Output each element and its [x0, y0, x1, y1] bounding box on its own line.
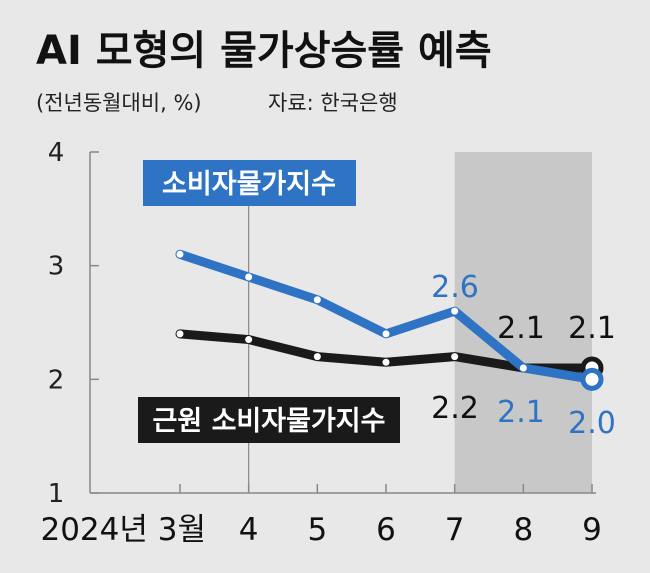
legend-label-core: 근원 소비자물가지수: [153, 406, 386, 437]
x-tick-label: 2024년 3월: [40, 512, 206, 548]
chart-subtitle: (전년동월대비, %): [36, 91, 202, 115]
data-label-cpi: 2.6: [431, 270, 479, 305]
data-point: [176, 250, 184, 258]
x-tick-label: 6: [376, 512, 396, 548]
legend-core: 근원 소비자물가지수: [138, 397, 400, 443]
x-tick-label: 5: [307, 512, 327, 548]
data-point: [382, 330, 390, 338]
data-point: [176, 330, 184, 338]
data-label-cpi: 2.0: [568, 406, 616, 441]
data-point: [382, 358, 390, 366]
data-label-cpi: 2.1: [497, 395, 545, 430]
data-label-core: 2.1: [568, 311, 616, 346]
data-point: [313, 353, 321, 361]
y-tick-label: 4: [48, 138, 65, 168]
x-tick-label: 8: [513, 512, 533, 548]
chart-title: AI 모형의 물가상승률 예측: [36, 28, 492, 74]
data-label-core: 2.2: [431, 391, 479, 426]
data-point: [245, 336, 253, 344]
data-point: [245, 273, 253, 281]
x-tick-label: 4: [239, 512, 259, 548]
x-tick-label: 7: [445, 512, 465, 548]
data-point: [451, 307, 459, 315]
forecast-shaded-region: [454, 152, 592, 493]
y-tick-label: 1: [48, 479, 65, 509]
data-point: [519, 364, 527, 372]
x-tick-label: 9: [582, 512, 602, 548]
legend-label-cpi: 소비자물가지수: [162, 169, 336, 200]
legend-box-core: [138, 397, 400, 443]
data-point: [313, 296, 321, 304]
data-point: [451, 353, 459, 361]
chart-source: 자료: 한국은행: [268, 91, 398, 115]
data-point: [580, 367, 604, 391]
y-tick-label: 2: [48, 365, 65, 395]
legend-box-cpi: [143, 160, 356, 206]
data-label-core: 2.1: [497, 311, 545, 346]
legend-cpi: 소비자물가지수: [143, 160, 356, 206]
y-tick-label: 3: [48, 252, 65, 282]
